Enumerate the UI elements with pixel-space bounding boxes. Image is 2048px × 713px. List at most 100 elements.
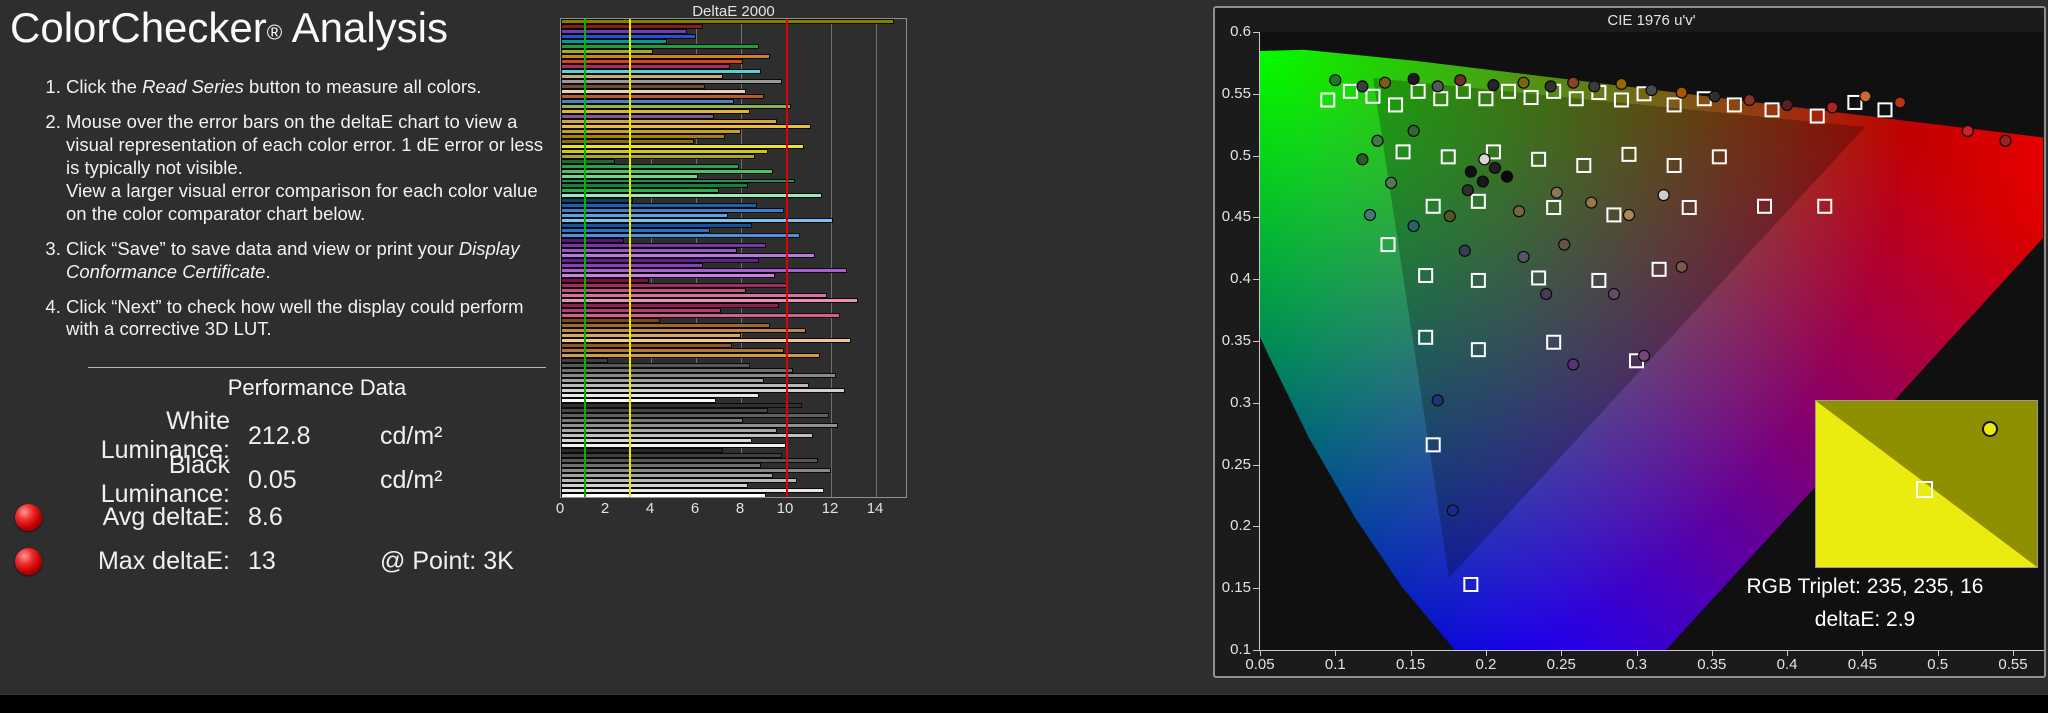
deltae-error-bar[interactable] xyxy=(561,43,760,49)
deltae-error-bar[interactable] xyxy=(561,427,778,433)
deltae-error-bar[interactable] xyxy=(561,268,847,274)
deltae-error-bar[interactable] xyxy=(561,472,773,478)
deltae-error-bar[interactable] xyxy=(561,447,724,453)
deltae-error-bar[interactable] xyxy=(561,53,771,59)
deltae-error-bar[interactable] xyxy=(561,293,827,299)
deltae-error-bar[interactable] xyxy=(561,23,703,29)
deltae-error-bar[interactable] xyxy=(561,133,726,139)
deltae-error-bar[interactable] xyxy=(561,198,634,204)
deltae-error-bar[interactable] xyxy=(561,158,615,164)
deltae-error-bar[interactable] xyxy=(561,273,775,279)
deltae-error-bar[interactable] xyxy=(561,482,748,488)
x-tick-mark xyxy=(2013,650,2014,656)
deltae-error-bar[interactable] xyxy=(561,333,742,338)
deltae-error-bar[interactable] xyxy=(561,93,764,99)
deltae-error-bar[interactable] xyxy=(561,377,764,383)
deltae-error-bar[interactable] xyxy=(561,338,852,343)
deltae-error-bar[interactable] xyxy=(561,372,836,378)
deltae-error-bar[interactable] xyxy=(561,487,825,493)
x-axis-tick-label: 0.15 xyxy=(1395,656,1426,673)
deltae-error-bar[interactable] xyxy=(561,148,769,154)
deltae-error-bar[interactable] xyxy=(561,108,751,114)
deltae-error-bar[interactable] xyxy=(561,303,780,309)
y-tick-mark xyxy=(1253,402,1259,404)
deltae-error-bar[interactable] xyxy=(561,178,796,184)
deltae-error-bar[interactable] xyxy=(561,477,798,483)
deltae-error-bar[interactable] xyxy=(561,318,661,324)
deltae-error-bar[interactable] xyxy=(561,367,793,373)
deltae-error-bar[interactable] xyxy=(561,118,778,124)
deltae-error-bar[interactable] xyxy=(561,218,834,224)
deltae-error-bar[interactable] xyxy=(561,452,782,458)
deltae-error-bar[interactable] xyxy=(561,143,805,149)
deltae-error-bar[interactable] xyxy=(561,123,811,129)
deltae-error-bar[interactable] xyxy=(561,397,717,403)
deltae-error-bar[interactable] xyxy=(561,88,746,94)
deltae-error-bar[interactable] xyxy=(561,432,814,438)
deltae-error-bar[interactable] xyxy=(561,238,624,244)
deltae-error-bar[interactable] xyxy=(561,248,737,254)
deltae-error-bar[interactable] xyxy=(561,188,719,194)
deltae-error-bar[interactable] xyxy=(561,467,832,473)
deltae-error-bar[interactable] xyxy=(561,163,739,169)
deltae-error-bar[interactable] xyxy=(561,342,733,348)
deltae-error-bar[interactable] xyxy=(561,253,816,259)
deltae-error-bar[interactable] xyxy=(561,288,746,294)
deltae-error-bar[interactable] xyxy=(561,73,724,79)
deltae-error-bar[interactable] xyxy=(561,278,649,284)
deltae-error-bar[interactable] xyxy=(561,407,769,413)
deltae-error-bar[interactable] xyxy=(561,298,859,304)
deltae-error-bar[interactable] xyxy=(561,223,753,229)
deltae-error-bar[interactable] xyxy=(561,387,845,393)
deltae-error-bar[interactable] xyxy=(561,492,766,497)
deltae-error-bar[interactable] xyxy=(561,243,766,249)
y-axis-tick-label: 0.45 xyxy=(1221,208,1251,226)
deltae-error-bar[interactable] xyxy=(561,48,654,54)
deltae-error-bar[interactable] xyxy=(561,63,730,69)
deltae-error-bar[interactable] xyxy=(561,168,773,174)
deltae-error-bar[interactable] xyxy=(561,442,787,448)
deltae-error-bar[interactable] xyxy=(561,203,757,209)
deltae-error-bar[interactable] xyxy=(561,138,694,144)
deltae-error-bar[interactable] xyxy=(561,193,823,199)
deltae-error-bar[interactable] xyxy=(561,308,721,314)
deltae-error-bar[interactable] xyxy=(561,323,771,329)
measured-point-circle xyxy=(1371,134,1384,147)
deltae-error-bar[interactable] xyxy=(561,402,802,408)
deltae-error-bar[interactable] xyxy=(561,213,728,219)
deltae-error-bar[interactable] xyxy=(561,28,688,34)
deltae-error-bar[interactable] xyxy=(561,103,791,109)
deltae-error-bar[interactable] xyxy=(561,352,820,358)
deltae-error-bar[interactable] xyxy=(561,422,838,428)
deltae-error-bar[interactable] xyxy=(561,437,753,443)
deltae-error-bar[interactable] xyxy=(561,153,755,159)
deltae-error-bar[interactable] xyxy=(561,412,829,418)
deltae-error-bar[interactable] xyxy=(561,362,751,368)
deltae-error-bar[interactable] xyxy=(561,462,762,468)
deltae-error-bar[interactable] xyxy=(561,263,703,269)
deltae-error-bar[interactable] xyxy=(561,328,807,334)
performance-value: 13 xyxy=(248,546,276,575)
deltae-error-bar[interactable] xyxy=(561,68,762,74)
deltae-error-bar[interactable] xyxy=(561,457,818,463)
instruction-text: Display Conformance Certificate xyxy=(66,237,520,282)
deltae-error-bar[interactable] xyxy=(561,98,735,104)
deltae-error-bar[interactable] xyxy=(561,233,800,239)
deltae-error-bar[interactable] xyxy=(561,392,760,398)
deltae-error-bar[interactable] xyxy=(561,183,748,189)
deltae-error-bar[interactable] xyxy=(561,38,667,44)
deltae-error-bar[interactable] xyxy=(561,228,710,234)
deltae-error-bar[interactable] xyxy=(561,78,782,84)
deltae-error-bar[interactable] xyxy=(561,417,744,423)
deltae-error-bar[interactable] xyxy=(561,58,744,64)
deltae-error-bar[interactable] xyxy=(561,19,895,24)
deltae-error-bar[interactable] xyxy=(561,347,784,353)
deltae-error-bar[interactable] xyxy=(561,128,742,134)
deltae-error-bar[interactable] xyxy=(561,258,760,264)
deltae-error-bar[interactable] xyxy=(561,113,715,119)
deltae-error-bar[interactable] xyxy=(561,83,706,89)
deltae-error-bar[interactable] xyxy=(561,313,841,319)
deltae-error-bar[interactable] xyxy=(561,382,809,388)
tolerance-reference-line xyxy=(628,19,631,497)
deltae-error-bar[interactable] xyxy=(561,208,784,214)
